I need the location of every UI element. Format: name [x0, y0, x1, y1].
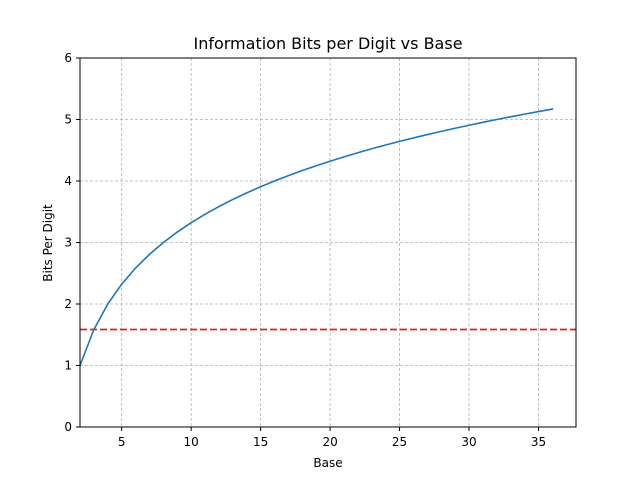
x-axis-label: Base — [313, 456, 342, 470]
x-tick-label: 35 — [531, 435, 546, 449]
x-tick-label: 20 — [322, 435, 337, 449]
y-tick-label: 5 — [64, 113, 72, 127]
x-tick-label: 30 — [461, 435, 476, 449]
y-axis-label: Bits Per Digit — [41, 204, 55, 282]
y-tick-label: 0 — [64, 420, 72, 434]
chart-title: Information Bits per Digit vs Base — [193, 34, 462, 53]
y-axis-ticks: 0 1 2 3 4 5 6 — [64, 51, 80, 434]
y-tick-label: 2 — [64, 297, 72, 311]
x-tick-label: 5 — [118, 435, 126, 449]
x-tick-label: 10 — [184, 435, 199, 449]
y-tick-label: 3 — [64, 236, 72, 250]
y-tick-label: 6 — [64, 51, 72, 65]
x-tick-label: 25 — [392, 435, 407, 449]
x-axis-ticks: 5 10 15 20 25 30 35 — [118, 427, 546, 449]
series-group — [78, 108, 554, 367]
y-tick-label: 1 — [64, 359, 72, 373]
x-tick-label: 15 — [253, 435, 268, 449]
y-tick-label: 4 — [64, 174, 72, 188]
series-line — [78, 108, 554, 367]
